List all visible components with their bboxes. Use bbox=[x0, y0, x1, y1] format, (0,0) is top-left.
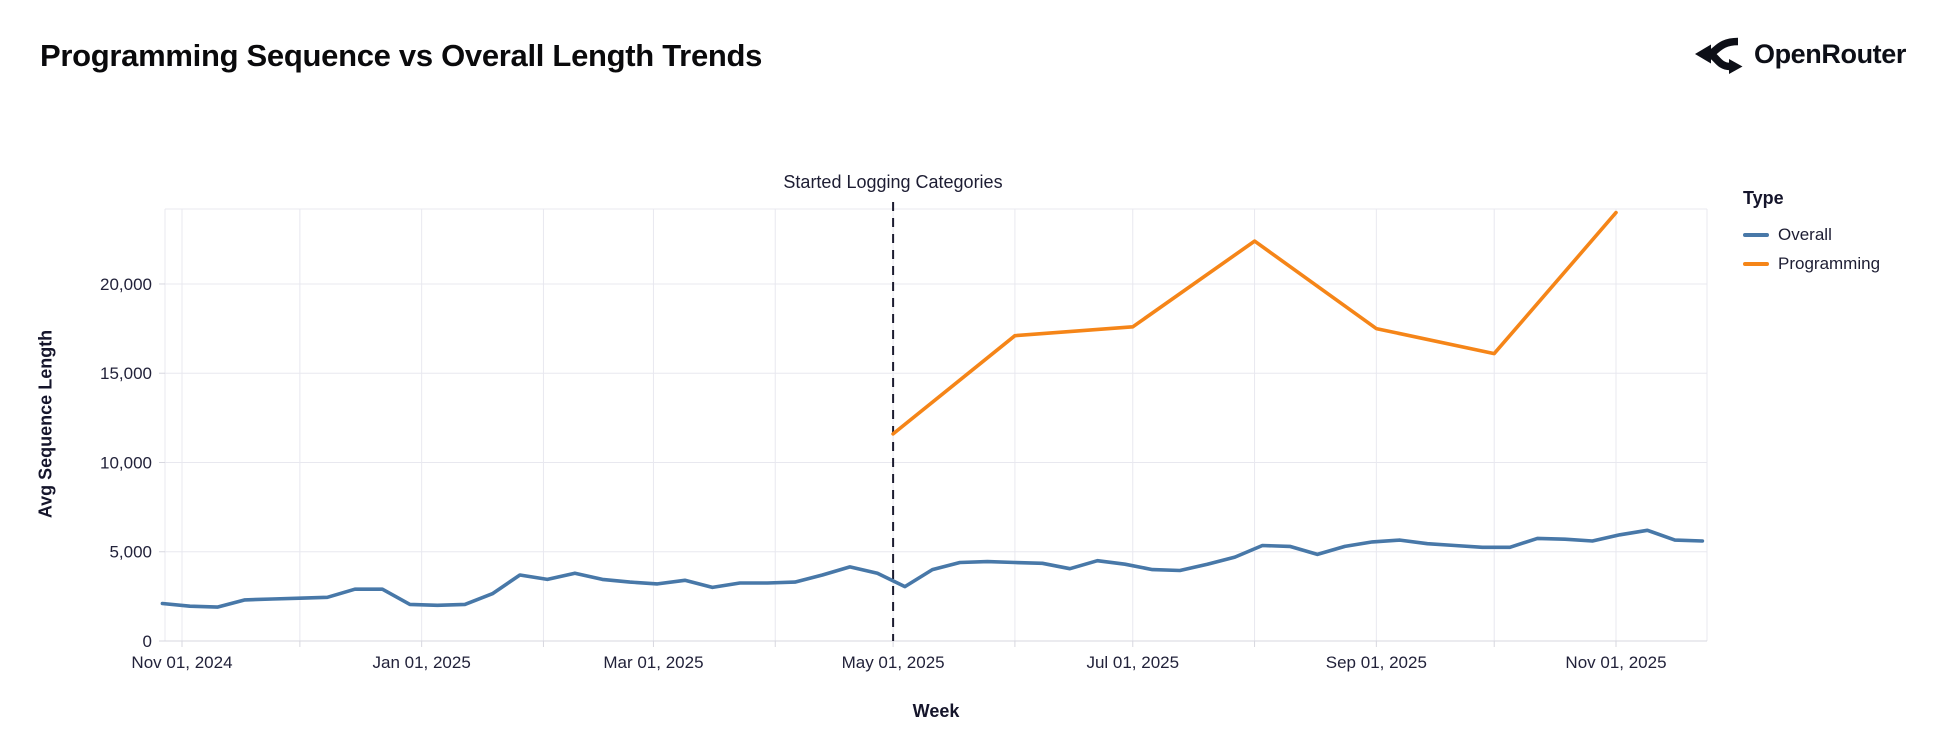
openrouter-logo-icon bbox=[1694, 37, 1743, 74]
y-axis-title: Avg Sequence Length bbox=[35, 329, 56, 519]
legend-label-overall: Overall bbox=[1778, 225, 1832, 244]
legend-label-programming: Programming bbox=[1778, 254, 1881, 273]
programming-line bbox=[891, 210, 1618, 436]
x-tick-label: Nov 01, 2024 bbox=[131, 653, 232, 672]
annotation-label: Started Logging Categories bbox=[783, 172, 1003, 192]
y-tick-label: 20,000 bbox=[100, 275, 152, 294]
x-tick-label: Jul 01, 2025 bbox=[1086, 653, 1179, 672]
x-axis-title: Week bbox=[912, 701, 960, 721]
x-tick-label: Nov 01, 2025 bbox=[1565, 653, 1666, 672]
page-title: Programming Sequence vs Overall Length T… bbox=[40, 38, 763, 73]
overall-line bbox=[160, 528, 1705, 609]
chart-legend: Type Overall Programming bbox=[1743, 188, 1880, 283]
legend-title: Type bbox=[1743, 188, 1784, 208]
programming-line-swatch bbox=[1743, 262, 1769, 266]
y-tick-label: 10,000 bbox=[100, 453, 152, 472]
y-tick-label: 0 bbox=[143, 632, 152, 651]
openrouter-brand[interactable]: OpenRouter bbox=[1694, 34, 1906, 74]
x-tick-label: Sep 01, 2025 bbox=[1326, 653, 1427, 672]
legend-item-overall: Overall bbox=[1743, 225, 1880, 245]
y-tick-label: 5,000 bbox=[109, 543, 152, 562]
overall-line-swatch bbox=[1743, 233, 1769, 237]
legend-item-programming: Programming bbox=[1743, 254, 1880, 274]
x-tick-label: Mar 01, 2025 bbox=[603, 653, 703, 672]
x-tick-label: Jan 01, 2025 bbox=[372, 653, 470, 672]
openrouter-brand-label: OpenRouter bbox=[1753, 38, 1906, 69]
x-tick-label: May 01, 2025 bbox=[842, 653, 945, 672]
y-tick-label: 15,000 bbox=[100, 364, 152, 383]
